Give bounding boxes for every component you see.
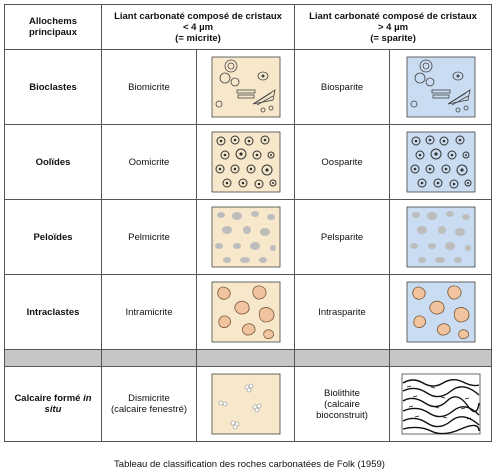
sparite-illustration [389, 274, 493, 350]
biosparite-illustration [406, 56, 475, 118]
header-micrite: Liant carbonaté composé de cristaux < 4 … [100, 4, 296, 50]
sparite-name: Oosparite [294, 124, 391, 200]
pelsparite-illustration [406, 206, 475, 268]
sparite-illustration [389, 124, 493, 200]
oomicrite-illustration [211, 131, 280, 193]
sparite-name: Intrasparite [294, 274, 391, 350]
row-peloides: Peloïdes Pelmicrite Pelsparite [4, 199, 493, 275]
micrite-name: Biomicrite [101, 49, 197, 125]
micrite-illustration [195, 49, 296, 125]
row-ooides: Oolïdes Oomicrite Oosparite [4, 124, 493, 200]
biolithite-illustration [401, 373, 480, 435]
intrasparite-illustration [406, 281, 475, 343]
sparite-name: Pelsparite [294, 199, 391, 275]
micrite-illustration [195, 199, 296, 275]
micrite-illustration [195, 124, 296, 200]
micrite-illustration [195, 366, 296, 442]
micrite-name: Intramicrite [101, 274, 197, 350]
micrite-illustration [195, 274, 296, 350]
sparite-illustration [389, 199, 493, 275]
micrite-name: Dismicrite (calcaire fenestré) [101, 366, 197, 442]
allochem-label: Oolïdes [4, 124, 102, 200]
pelmicrite-illustration [211, 206, 280, 268]
header-sparite: Liant carbonaté composé de cristaux > 4 … [294, 4, 493, 50]
allochem-label: Intraclastes [4, 274, 102, 350]
sparite-illustration [389, 49, 493, 125]
biomicrite-illustration [211, 56, 280, 118]
allochem-label: Calcaire formé in situ [4, 366, 102, 442]
dismicrite-illustration [211, 373, 280, 435]
header-row: Allochems principaux Liant carbonaté com… [4, 4, 493, 50]
oosparite-illustration [406, 131, 475, 193]
allochem-label: Bioclastes [4, 49, 102, 125]
allochem-label: Peloïdes [4, 199, 102, 275]
row-bioclastes: Bioclastes Biomicrite Biosparite [4, 49, 493, 125]
header-allochems: Allochems principaux [4, 4, 102, 50]
sparite-name: Biosparite [294, 49, 391, 125]
separator-row [4, 349, 493, 367]
sparite-illustration [389, 366, 493, 442]
folk-classification-table: Allochems principaux Liant carbonaté com… [4, 4, 493, 442]
sparite-name: Biolithite (calcaire bioconstruit) [294, 366, 391, 442]
row-intraclastes: Intraclastes Intramicrite Intrasparite [4, 274, 493, 350]
micrite-name: Pelmicrite [101, 199, 197, 275]
table-caption: Tableau de classification des roches car… [114, 459, 385, 470]
row-in-situ: Calcaire formé in situ Dismicrite (calca… [4, 366, 493, 442]
intramicrite-illustration [211, 281, 280, 343]
micrite-name: Oomicrite [101, 124, 197, 200]
